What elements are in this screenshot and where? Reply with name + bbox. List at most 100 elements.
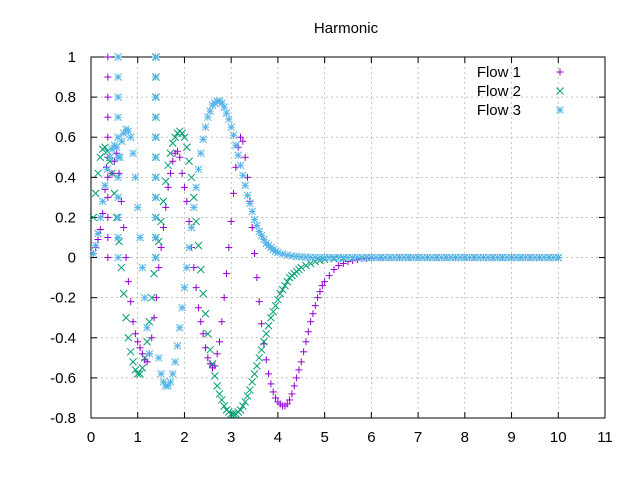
- data-point: [119, 289, 128, 298]
- data-point: [196, 149, 205, 158]
- data-point: [185, 217, 193, 225]
- data-point: [297, 263, 306, 272]
- data-point: [171, 133, 179, 142]
- y-tick-label: -0.8: [50, 410, 76, 427]
- data-point: [215, 390, 224, 398]
- data-point: [220, 103, 229, 111]
- data-point: [145, 349, 154, 358]
- data-point: [295, 366, 303, 374]
- data-point: [115, 169, 123, 177]
- data-point: [114, 213, 122, 222]
- data-point: [306, 259, 315, 268]
- data-point: [124, 127, 133, 136]
- data-point: [151, 253, 160, 262]
- x-tick-label: 10: [550, 429, 567, 446]
- data-point: [262, 356, 270, 364]
- data-point: [318, 282, 326, 290]
- data-point: [190, 264, 198, 272]
- data-point: [224, 115, 233, 124]
- data-point: [243, 392, 252, 400]
- data-point: [192, 217, 200, 226]
- data-point: [554, 253, 563, 262]
- y-tick-label: 0.6: [55, 129, 76, 146]
- data-point: [159, 223, 167, 231]
- series-layer: [89, 53, 563, 418]
- data-point: [178, 129, 186, 138]
- data-point: [197, 318, 205, 326]
- data-point: [131, 173, 140, 182]
- y-tick-label: -0.6: [50, 370, 76, 387]
- data-point: [307, 318, 315, 326]
- series-3: [89, 53, 563, 390]
- x-tick-label: 6: [367, 429, 375, 446]
- data-point: [271, 301, 280, 310]
- legend-marker: [556, 87, 564, 95]
- data-point: [136, 370, 144, 378]
- data-point: [236, 161, 245, 170]
- y-tick-label: 0.4: [55, 169, 76, 186]
- data-point: [192, 284, 200, 292]
- data-point: [104, 113, 112, 121]
- data-point: [151, 93, 160, 101]
- x-tick-label: 5: [320, 429, 328, 446]
- data-point: [157, 370, 165, 378]
- data-point: [217, 396, 226, 404]
- data-point: [143, 323, 151, 332]
- data-point: [114, 173, 122, 182]
- data-point: [91, 189, 100, 198]
- data-point: [148, 334, 156, 342]
- data-point: [210, 372, 219, 380]
- data-point: [293, 374, 301, 382]
- data-point: [98, 197, 107, 206]
- data-point: [114, 93, 122, 101]
- data-point: [246, 199, 254, 208]
- data-point: [114, 53, 122, 61]
- data-point: [251, 250, 259, 258]
- data-point: [104, 73, 112, 81]
- data-point: [189, 203, 198, 212]
- data-point: [152, 294, 160, 302]
- y-tick-label: 0.8: [55, 89, 76, 106]
- data-point: [117, 137, 126, 146]
- data-point: [182, 143, 191, 152]
- data-point: [255, 298, 263, 306]
- data-point: [196, 265, 205, 274]
- data-point: [173, 147, 181, 155]
- data-point: [222, 109, 231, 118]
- data-point: [250, 370, 259, 378]
- data-point: [133, 370, 142, 378]
- data-point: [274, 295, 282, 304]
- data-point: [151, 173, 160, 182]
- data-point: [260, 337, 268, 346]
- data-point: [166, 378, 175, 386]
- data-point: [241, 153, 249, 161]
- data-point: [206, 345, 215, 354]
- data-point: [241, 181, 250, 190]
- y-tick-label: -0.4: [50, 330, 76, 347]
- data-point: [150, 314, 158, 322]
- ticks: 0 1 2 3 4 5 6 7 8 9 10 11 -0.8 -0.6 -0.4 -0.2 0 0.2 0.4 0.6…: [50, 49, 613, 446]
- data-point: [216, 338, 223, 346]
- data-point: [335, 262, 343, 270]
- data-point: [116, 153, 124, 162]
- data-point: [124, 278, 132, 286]
- data-point: [300, 348, 308, 356]
- data-point: [311, 302, 319, 310]
- data-point: [314, 294, 322, 302]
- data-point: [208, 359, 217, 368]
- x-tick-label: 9: [507, 429, 515, 446]
- x-tick-label: 4: [274, 429, 282, 446]
- data-point: [253, 274, 261, 282]
- data-point: [288, 390, 296, 398]
- data-point: [302, 338, 310, 346]
- data-point: [138, 263, 147, 272]
- data-point: [101, 181, 109, 190]
- data-point: [124, 333, 133, 342]
- data-point: [104, 93, 112, 101]
- data-point: [248, 378, 257, 386]
- data-point: [105, 153, 114, 162]
- data-point: [213, 382, 222, 390]
- data-point: [248, 207, 257, 216]
- data-point: [286, 396, 294, 404]
- data-point: [166, 169, 174, 177]
